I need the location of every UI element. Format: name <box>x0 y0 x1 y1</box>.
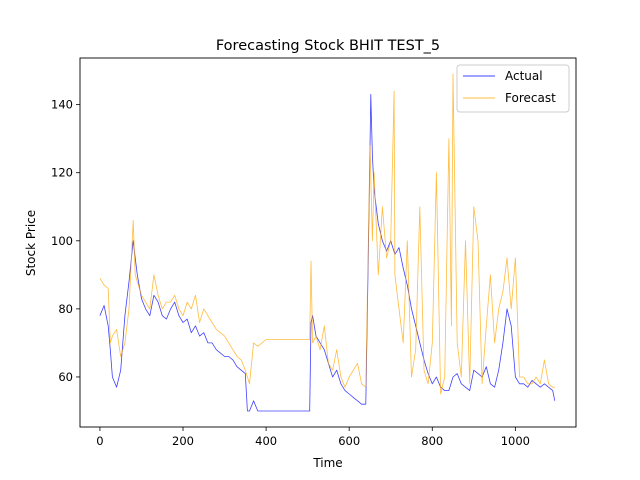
series-layer <box>99 73 556 412</box>
chart-title: Forecasting Stock BHIT TEST_5 <box>216 38 440 54</box>
y-tick-label: 60 <box>58 370 73 384</box>
x-tick-label: 400 <box>255 434 277 448</box>
x-tick-label: 800 <box>421 434 443 448</box>
x-tick-label: 600 <box>338 434 360 448</box>
x-tick-label: 200 <box>172 434 194 448</box>
legend: Actual Forecast <box>456 64 570 113</box>
y-tick-label: 80 <box>58 302 73 316</box>
series-line-actual <box>99 94 556 412</box>
y-tick-label: 140 <box>51 98 73 112</box>
plot-frame <box>79 57 577 428</box>
y-axis-label: Stock Price <box>24 210 38 276</box>
legend-box <box>456 64 570 113</box>
x-axis-label: Time <box>312 456 342 470</box>
x-tick-label: 1000 <box>501 434 530 448</box>
ticks-layer: 0 200 400 600 800 1000 60 80 100 120 140 <box>51 98 530 448</box>
y-tick-label: 120 <box>51 166 73 180</box>
y-tick-label: 100 <box>51 234 73 248</box>
legend-label-actual: Actual <box>505 69 543 83</box>
x-tick-label: 0 <box>96 434 103 448</box>
legend-label-forecast: Forecast <box>505 91 556 105</box>
series-line-forecast <box>99 73 555 395</box>
